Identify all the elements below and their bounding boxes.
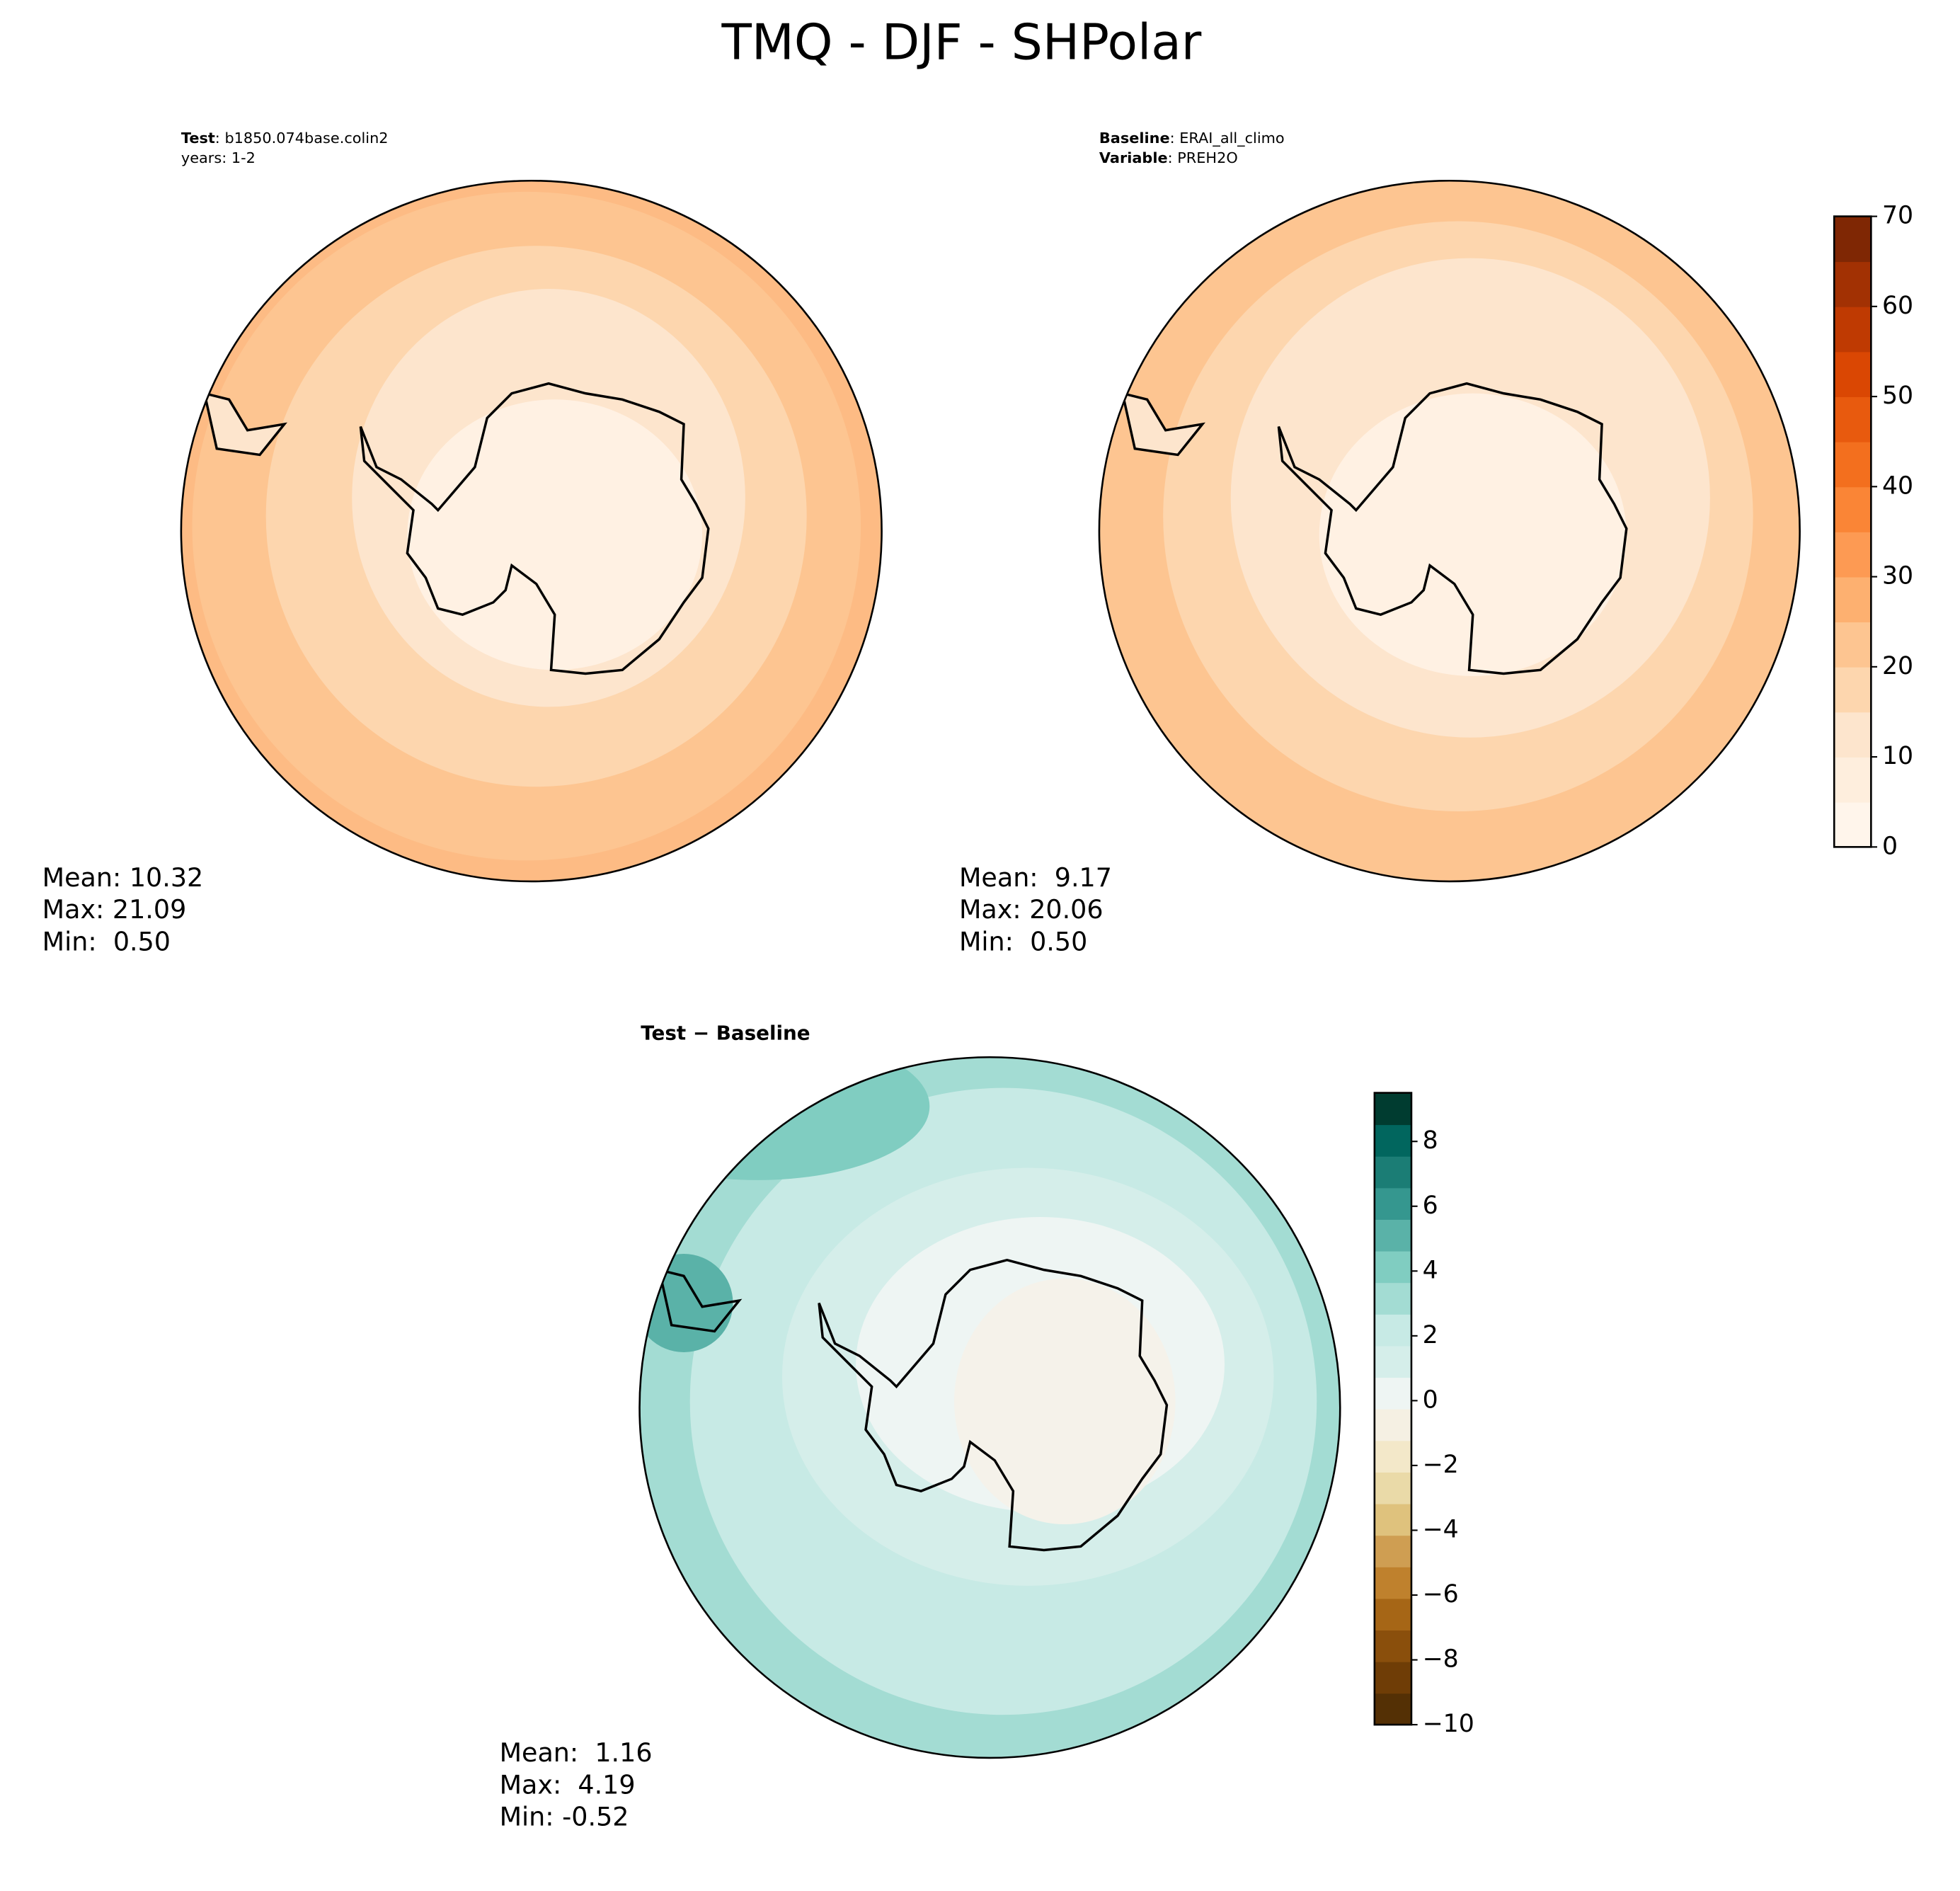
colorbar-tick-label: 6 xyxy=(1423,1192,1438,1220)
colorbar-band xyxy=(1374,1092,1411,1126)
map-baseline xyxy=(1099,181,1800,881)
colorbar-tick-label: 4 xyxy=(1423,1256,1438,1284)
stat-line: Mean: 9.17 xyxy=(959,862,1112,893)
colorbar-band xyxy=(1374,1440,1411,1473)
colorbar-tick-label: −10 xyxy=(1423,1710,1474,1738)
colorbar-band xyxy=(1834,486,1872,532)
stat-line: Mean: 10.32 xyxy=(42,862,204,893)
colorbar-tick-label: 0 xyxy=(1423,1386,1438,1414)
colorbar-band xyxy=(1834,757,1872,803)
colorbar-band xyxy=(1374,1155,1411,1189)
colorbar-frame xyxy=(1373,1092,1413,1726)
colorbar-tick-label: 10 xyxy=(1882,742,1913,770)
colorbar-band xyxy=(1834,441,1872,488)
colorbar-band xyxy=(1834,351,1872,397)
colorbar-tick-label: 70 xyxy=(1882,202,1913,230)
colorbar-band xyxy=(1834,576,1872,623)
header-text: : b1850.074base.colin2 xyxy=(215,130,389,147)
colorbar-band xyxy=(1374,1282,1411,1315)
panel-header: Test − Baseline xyxy=(641,1021,810,1044)
colorbar-tick-label: 20 xyxy=(1882,652,1913,680)
panel-header: Test: b1850.074base.colin2 xyxy=(181,130,389,147)
colorbar-frame xyxy=(1833,215,1872,848)
colorbar-band xyxy=(1834,531,1872,578)
colorbar-tick-label: 50 xyxy=(1882,382,1913,410)
stat-line: Min: 0.50 xyxy=(42,926,171,956)
colorbar-tick-label: 30 xyxy=(1882,562,1913,590)
stat-line: Max: 20.06 xyxy=(959,894,1104,925)
colorbar-band xyxy=(1374,1503,1411,1536)
header-text: years: 1-2 xyxy=(181,149,256,166)
panel-header: years: 1-2 xyxy=(181,149,256,166)
header-text: : ERAI_all_climo xyxy=(1170,130,1285,147)
colorbar-band xyxy=(1834,306,1872,353)
colorbar-band xyxy=(1374,1313,1411,1347)
colorbar-band xyxy=(1374,1345,1411,1378)
colorbar-band xyxy=(1374,1377,1411,1410)
stat-line: Min: -0.52 xyxy=(500,1802,629,1832)
colorbar-tick-label: 2 xyxy=(1423,1321,1438,1349)
colorbar-tick-label: 0 xyxy=(1882,832,1898,860)
colorbar-band xyxy=(1374,1219,1411,1252)
header-text: : PREH2O xyxy=(1168,149,1238,166)
stat-line: Max: 21.09 xyxy=(42,894,187,925)
map-test xyxy=(180,181,882,881)
colorbar-band xyxy=(1374,1187,1411,1220)
colorbar-band xyxy=(1374,1472,1411,1504)
panel-header: Baseline: ERAI_all_climo xyxy=(1099,130,1285,147)
colorbar-tick-label: −8 xyxy=(1423,1645,1459,1674)
header-label: Variable xyxy=(1099,149,1168,166)
colorbar-band xyxy=(1374,1693,1411,1725)
colorbar-tick-label: 60 xyxy=(1882,292,1913,320)
colorbar-tick-label: −4 xyxy=(1423,1515,1459,1543)
colorbar-tick-label: −2 xyxy=(1423,1451,1459,1479)
stat-line: Mean: 1.16 xyxy=(500,1737,653,1768)
map-border xyxy=(1098,179,1801,883)
map-border xyxy=(180,179,883,883)
map-border xyxy=(638,1056,1341,1759)
header-label: Baseline xyxy=(1099,130,1170,147)
colorbar-band xyxy=(1374,1535,1411,1567)
colorbar-tick-label: 40 xyxy=(1882,472,1913,500)
colorbar-band xyxy=(1834,666,1872,713)
colorbar-band xyxy=(1834,216,1872,263)
stat-line: Min: 0.50 xyxy=(959,926,1087,956)
figure-title: TMQ - DJF - SHPolar xyxy=(721,14,1202,71)
colorbar-band xyxy=(1834,712,1872,758)
header-label: Test − Baseline xyxy=(641,1021,810,1044)
colorbar-band xyxy=(1374,1566,1411,1599)
colorbar-band xyxy=(1374,1250,1411,1284)
header-label: Test xyxy=(181,130,215,147)
colorbar-band xyxy=(1374,1630,1411,1662)
colorbar-tick-label: 8 xyxy=(1423,1126,1438,1155)
colorbar-band xyxy=(1374,1124,1411,1157)
colorbar-band xyxy=(1834,622,1872,668)
map-difference xyxy=(639,1057,1341,1758)
stat-line: Max: 4.19 xyxy=(500,1769,636,1800)
colorbar-band xyxy=(1834,396,1872,442)
colorbar-band xyxy=(1374,1408,1411,1441)
colorbar-band xyxy=(1834,801,1872,848)
colorbar-tick-label: −6 xyxy=(1423,1580,1459,1609)
colorbar-band xyxy=(1374,1598,1411,1631)
panel-header: Variable: PREH2O xyxy=(1099,149,1238,166)
colorbar-band xyxy=(1374,1661,1411,1694)
colorbar-band xyxy=(1834,261,1872,307)
